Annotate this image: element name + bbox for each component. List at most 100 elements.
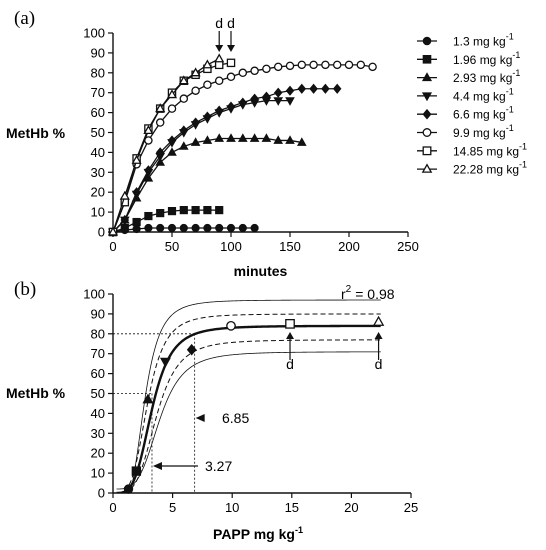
legend-marker-5	[422, 128, 432, 137]
r-squared-symbol: r	[341, 286, 346, 302]
data-point-a-1	[167, 207, 177, 216]
data-point-a-5	[285, 61, 295, 71]
legend-marker-1	[422, 55, 432, 64]
legend-label-2-base: 2.93 mg kg	[453, 71, 512, 85]
ec50-label: 3.27	[205, 458, 232, 474]
data-point-a-4	[167, 135, 177, 146]
data-point-a-5	[297, 60, 307, 70]
data-point-b-4	[186, 343, 197, 356]
death-marker-arrow-b-head	[374, 332, 383, 339]
data-point-a-0	[226, 223, 236, 233]
y-tick-label-a: 70	[91, 85, 105, 100]
legend-label-5-base: 9.9 mg kg	[453, 126, 506, 140]
curves-b	[116, 299, 381, 493]
ec80-label: 6.85	[222, 410, 249, 426]
data-point-b-6	[285, 318, 295, 329]
x-tick-label-a: 150	[279, 239, 301, 254]
data-point-a-5	[344, 60, 354, 70]
confidence-band-lower	[116, 339, 381, 493]
data-point-a-2	[214, 133, 225, 142]
data-point-a-5	[250, 66, 259, 76]
data-point-a-7	[166, 89, 178, 99]
series-line-a-5	[112, 64, 373, 233]
legend-label-1-base: 1.96 mg kg	[453, 53, 512, 67]
y-tick-label-b: 90	[91, 306, 105, 321]
legend-label-6: 14.85 mg kg-1	[453, 141, 527, 158]
data-point-a-4	[226, 101, 236, 112]
data-point-a-4	[179, 125, 189, 136]
data-point-a-7	[178, 75, 189, 85]
data-point-a-4	[203, 111, 212, 122]
x-tick-label-b: 15	[285, 500, 299, 515]
y-tick-label-b: 0	[98, 486, 105, 501]
data-point-a-0	[156, 223, 165, 233]
x-tick-label-b: 25	[404, 500, 418, 515]
chart-a: 0 10 20 30 40 50 60 70 80 90 100 0 50 100 150 200 250 min…	[6, 15, 527, 279]
data-point-a-1	[156, 208, 165, 218]
data-point-a-4	[214, 105, 224, 116]
legend-marker-3	[421, 92, 433, 102]
y-tick-label-b: 100	[83, 287, 105, 302]
legend-marker-4	[422, 108, 432, 120]
data-point-a-7	[143, 125, 154, 135]
legend-label-0: 1.3 mg kg-1	[453, 32, 514, 49]
data-point-a-2	[178, 141, 189, 150]
death-marker-arrow-a-head	[215, 45, 224, 52]
data-point-a-1	[120, 223, 129, 233]
legend-marker-0	[422, 36, 432, 46]
y-tick-label-a: 50	[91, 125, 105, 140]
legend-label-0-superscript: -1	[506, 32, 514, 42]
data-point-a-4	[309, 83, 318, 94]
x-axis-title-a: minutes	[234, 263, 288, 279]
data-point-a-7	[155, 103, 166, 113]
data-point-a-2	[296, 137, 307, 146]
x-tick-label-b: 5	[169, 500, 176, 515]
panel-a-label: (a)	[14, 8, 35, 29]
data-point-a-4	[297, 83, 307, 94]
legend-marker-7	[421, 163, 433, 173]
legend-label-3-superscript: -1	[506, 86, 514, 96]
data-point-a-2	[143, 173, 154, 182]
data-point-a-1	[179, 206, 188, 215]
death-marker-label-a: d	[215, 15, 223, 31]
data-point-a-4	[144, 165, 153, 176]
data-point-a-5	[238, 68, 248, 78]
x-tick-label-a: 100	[220, 239, 242, 254]
data-point-a-5	[179, 94, 189, 103]
r-squared-label: r2 = 0.98	[341, 284, 395, 302]
y-tick-label-a: 30	[91, 165, 105, 180]
data-point-a-6	[226, 58, 236, 68]
data-point-a-4	[132, 187, 141, 198]
x-tick-label-a: 250	[397, 239, 419, 254]
y-tick-label-a: 40	[91, 145, 105, 160]
data-point-a-5	[332, 60, 342, 70]
data-point-a-4	[191, 117, 200, 128]
y-tick-label-a: 60	[91, 105, 105, 120]
prediction-band-lower	[116, 351, 381, 490]
data-point-b-5	[226, 320, 236, 331]
x-tick-label-a: 50	[165, 239, 179, 254]
data-point-a-4	[262, 91, 271, 102]
death-marker-arrow-b-head	[286, 332, 295, 339]
data-point-a-4	[273, 87, 283, 98]
data-point-a-2	[249, 133, 260, 142]
legend-label-1-superscript: -1	[512, 50, 520, 60]
data-point-a-4	[250, 93, 259, 104]
data-point-a-1	[191, 206, 200, 215]
series-line-a-3	[112, 100, 290, 233]
data-point-a-7	[107, 226, 119, 236]
data-point-a-7	[214, 53, 225, 63]
death-marker-label-b: d	[286, 356, 294, 372]
death-marker-label-b: d	[375, 356, 383, 372]
data-point-a-1	[215, 206, 224, 215]
data-point-a-1	[132, 217, 141, 227]
y-tick-label-a: 80	[91, 65, 105, 80]
legend-marker-6	[422, 146, 432, 156]
y-tick-label-b: 80	[91, 326, 105, 341]
data-point-a-1	[144, 211, 153, 221]
y-tick-label-a: 20	[91, 185, 105, 200]
data-point-a-3	[285, 97, 295, 106]
data-point-b-3	[159, 357, 171, 368]
data-point-a-0	[179, 223, 188, 233]
data-point-a-4	[321, 83, 330, 94]
